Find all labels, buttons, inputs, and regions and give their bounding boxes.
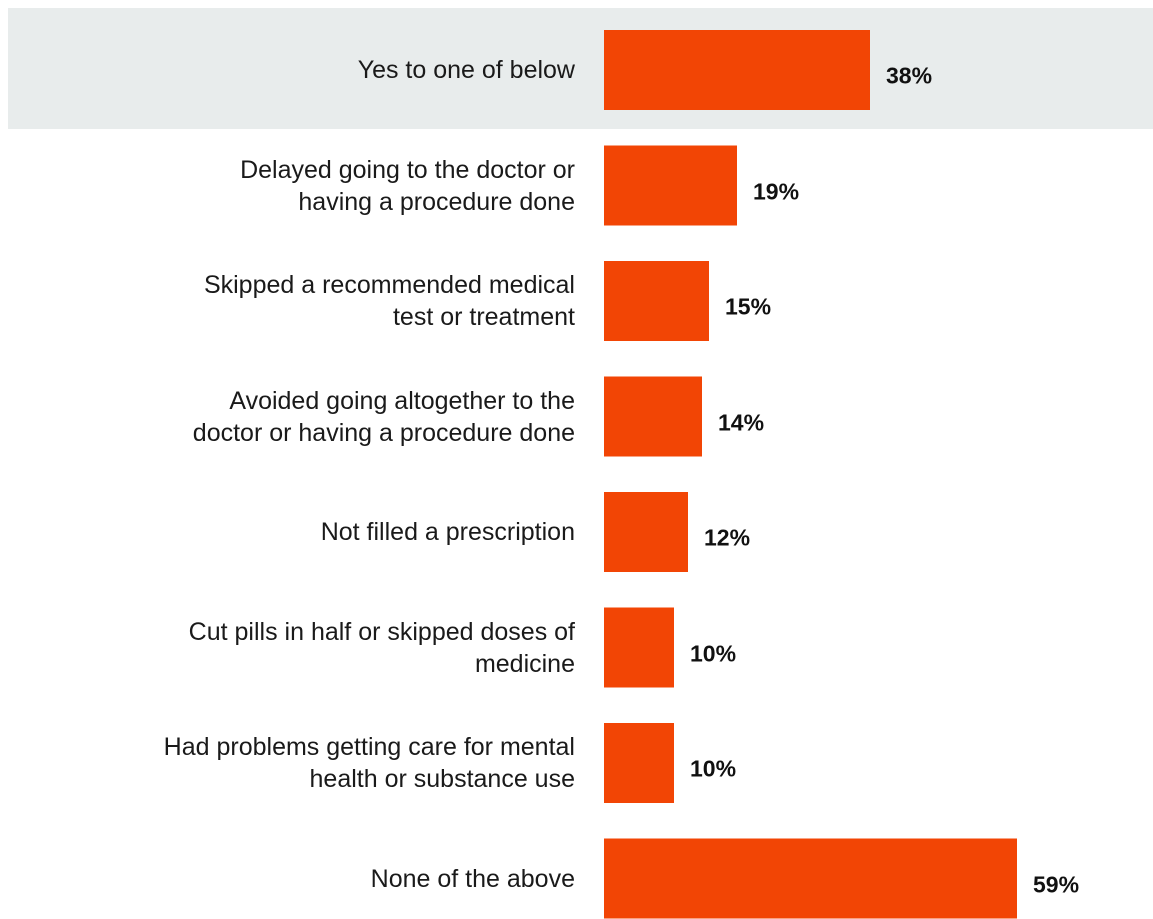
value-label: 14% (718, 409, 765, 435)
category-label-line: test or treatment (392, 303, 575, 331)
value-label: 10% (690, 755, 737, 782)
category-label: Avoided going altogether to the doctor or… (15, 385, 575, 449)
bar (604, 838, 1017, 919)
value-label: 38% (886, 62, 933, 89)
value-label: 19% (753, 178, 800, 204)
category-label-line: Skipped a recommended medical (203, 271, 575, 299)
value-label: 12% (704, 524, 751, 551)
category-label-line: doctor or having a procedure done (192, 418, 575, 447)
category-label: Not filled a prescription (15, 516, 575, 548)
bar (604, 376, 702, 457)
value-label: 15% (725, 293, 772, 320)
category-label-line: None of the above (370, 864, 575, 893)
category-label: None of the above (15, 863, 575, 895)
category-label: Delayed going to the doctor or having a p… (15, 154, 575, 218)
value-label: 59% (1033, 871, 1080, 897)
category-label-line: health or substance use (309, 765, 575, 793)
bar (604, 492, 688, 572)
bar (604, 723, 674, 803)
category-label-line: Yes to one of below (357, 56, 575, 84)
bar (604, 145, 737, 226)
category-label: Had problems getting care for mental heal… (15, 731, 575, 795)
category-label-line: Not filled a prescription (320, 518, 575, 546)
category-label-line: having a procedure done (298, 187, 575, 216)
category-label-line: medicine (474, 649, 575, 678)
category-label: Yes to one of below (15, 54, 575, 86)
highlight-band (8, 8, 1153, 129)
category-label-line: Avoided going altogether to the (229, 386, 575, 415)
category-label-line: Cut pills in half or skipped doses of (188, 617, 575, 646)
category-label-line: Delayed going to the doctor or (240, 155, 575, 184)
bar (604, 607, 674, 688)
category-label: Skipped a recommended medical test or tre… (15, 269, 575, 333)
category-label: Cut pills in half or skipped doses of med… (15, 616, 575, 680)
value-label: 10% (690, 640, 737, 666)
bar (604, 261, 709, 341)
category-label-line: Had problems getting care for mental (163, 733, 575, 761)
